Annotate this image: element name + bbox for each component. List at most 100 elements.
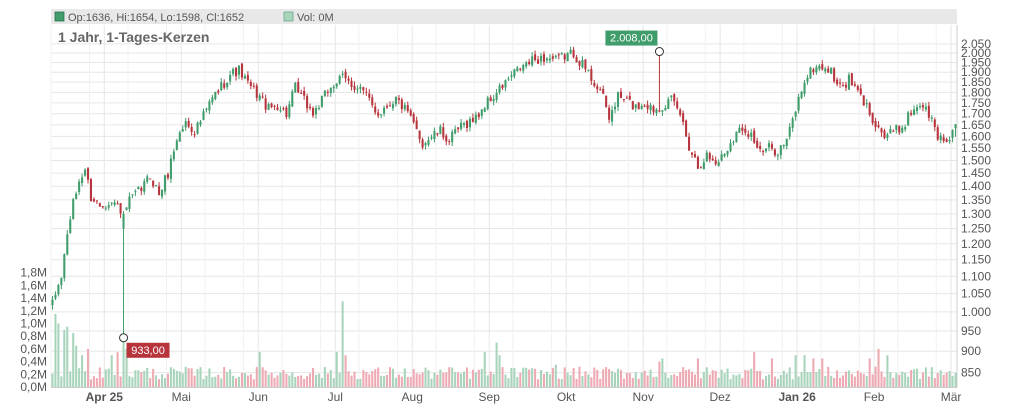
candle-body	[471, 117, 474, 122]
volume-bar	[593, 367, 596, 387]
candle-body	[460, 122, 463, 129]
candle-body	[214, 91, 217, 100]
month-tick-label: Nov	[632, 390, 653, 404]
candle-body	[735, 131, 738, 142]
candle-body	[329, 87, 332, 94]
month-tick-label: Jul	[328, 390, 343, 404]
candle-body	[794, 111, 797, 117]
candle-body	[288, 104, 291, 118]
volume-bar	[646, 375, 649, 387]
volume-bar	[859, 372, 862, 387]
candle-body	[353, 85, 356, 90]
volume-bar	[54, 313, 57, 387]
candle-body	[613, 106, 617, 110]
volume-bar	[625, 372, 628, 387]
volume-bar	[489, 371, 492, 387]
low-marker	[119, 333, 129, 343]
candle-body	[146, 176, 149, 182]
volume-bar	[560, 379, 563, 387]
volume-bar	[149, 378, 152, 387]
candle-body	[507, 78, 510, 80]
candle-body	[625, 97, 628, 99]
volume-bar	[196, 369, 199, 387]
candle-body	[220, 82, 223, 91]
price-tick-label: 950	[961, 324, 981, 338]
candle-body	[495, 92, 498, 100]
volume-bar	[214, 376, 217, 387]
candle-body	[193, 134, 196, 136]
candle-body	[605, 95, 608, 108]
volume-bar	[667, 377, 670, 387]
price-tick-label: 1.050	[961, 287, 991, 301]
volume-bar	[86, 348, 90, 387]
volume-bar	[643, 370, 646, 387]
volume-bar	[782, 370, 785, 387]
candle-body	[267, 103, 270, 110]
volume-bar	[477, 369, 480, 387]
volume-bar	[578, 366, 581, 387]
candle-body	[415, 120, 418, 130]
high-callout-box	[605, 30, 658, 46]
volume-bar	[821, 358, 824, 387]
volume-bar	[847, 370, 850, 387]
candle-body	[921, 105, 924, 108]
candle-body	[223, 83, 226, 88]
volume-bar	[839, 377, 842, 387]
candle-body	[930, 117, 933, 119]
volume-bar	[895, 373, 898, 387]
volume-bar	[664, 372, 667, 387]
candle-body	[581, 59, 584, 68]
candle-body	[693, 154, 697, 158]
volume-bar	[744, 369, 747, 387]
volume-bar	[951, 375, 954, 387]
volume-bar	[670, 375, 673, 387]
candle-body	[525, 62, 528, 67]
volume-bar	[350, 375, 353, 387]
candle-body	[205, 108, 208, 110]
candle-body	[839, 82, 842, 84]
candle-body	[462, 123, 466, 125]
volume-bar	[534, 368, 537, 387]
volume-bar	[356, 379, 359, 387]
volume-bar	[445, 372, 448, 387]
volume-bar	[261, 367, 264, 387]
volume-bar	[418, 374, 421, 387]
candle-body	[427, 139, 430, 145]
volume-bar	[720, 369, 723, 387]
volume-bar	[688, 369, 691, 387]
volume-bar	[353, 371, 356, 387]
candle-body	[388, 105, 392, 107]
volume-bar	[735, 375, 738, 387]
volume-bar	[841, 375, 845, 387]
price-tick-label: 1.150	[961, 253, 991, 267]
candle-body	[699, 167, 702, 169]
volume-bar	[655, 376, 658, 387]
candle-body	[75, 193, 78, 199]
candle-body	[744, 128, 747, 133]
candle-body	[522, 65, 525, 71]
candle-body	[608, 107, 611, 120]
volume-bar	[208, 368, 211, 387]
volume-bar	[125, 348, 128, 387]
volume-bar	[495, 342, 498, 387]
volume-tick-label: 0,4M	[20, 355, 47, 369]
volume-bar	[631, 377, 634, 387]
volume-bar	[406, 377, 409, 387]
candle-body	[563, 54, 566, 60]
volume-bar	[217, 374, 220, 387]
candle-body	[939, 135, 942, 140]
volume-bar	[175, 370, 178, 387]
volume-bar	[205, 375, 208, 387]
candle-body	[273, 105, 276, 107]
volume-bar	[880, 371, 883, 387]
candle-body	[756, 140, 759, 148]
candle-body	[140, 187, 143, 191]
candle-body	[237, 65, 241, 75]
candle-body	[812, 69, 815, 73]
candle-body	[454, 129, 457, 134]
volume-bar	[883, 376, 886, 387]
candle-body	[291, 91, 294, 107]
candle-body	[332, 86, 335, 89]
candle-body	[356, 88, 359, 90]
volume-bar	[454, 372, 457, 387]
